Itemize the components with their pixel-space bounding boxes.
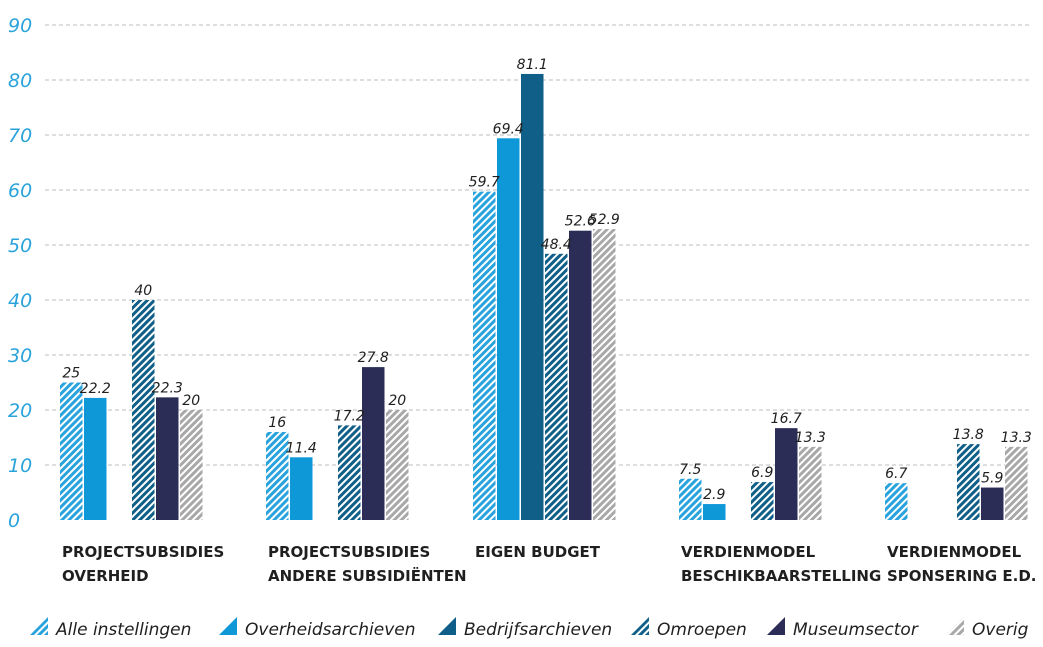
bar bbox=[981, 487, 1004, 520]
data-label: 6.9 bbox=[751, 465, 773, 481]
bar bbox=[799, 446, 822, 520]
category-label: PROJECTSUBSIDIES bbox=[268, 543, 430, 561]
y-axis-ticks: 0 10 20 30 40 50 60 70 80 90 bbox=[8, 15, 32, 532]
data-label: 13.8 bbox=[953, 427, 984, 443]
data-label: 59.7 bbox=[469, 175, 500, 191]
bar bbox=[156, 397, 179, 520]
data-label: 52.6 bbox=[565, 214, 596, 230]
bar bbox=[60, 382, 83, 520]
legend-label: Bedrijfsarchieven bbox=[464, 620, 612, 640]
legend-label: Overig bbox=[972, 620, 1029, 640]
legend-swatch bbox=[946, 617, 964, 635]
legend-label: Overheidsarchieven bbox=[245, 620, 416, 640]
bar bbox=[84, 397, 107, 520]
data-label: 5.9 bbox=[981, 471, 1003, 487]
bar bbox=[497, 138, 520, 521]
y-tick-label: 30 bbox=[8, 345, 32, 367]
bar bbox=[775, 428, 798, 520]
data-label: 69.4 bbox=[493, 121, 524, 137]
bar bbox=[569, 230, 592, 520]
bar bbox=[290, 457, 313, 520]
data-label: 25 bbox=[62, 366, 80, 382]
y-tick-label: 60 bbox=[8, 180, 32, 202]
y-tick-label: 70 bbox=[8, 125, 32, 147]
bars bbox=[60, 73, 1028, 521]
bar bbox=[338, 425, 361, 520]
legend-label: Museumsector bbox=[793, 620, 919, 640]
legend-item: Alle instellingen bbox=[30, 617, 191, 640]
data-label: 22.2 bbox=[80, 381, 111, 397]
legend: Alle instellingen Overheidsarchieven Bedri… bbox=[30, 617, 1029, 640]
category-label: PROJECTSUBSIDIES bbox=[62, 543, 224, 561]
data-label: 16 bbox=[268, 415, 286, 431]
category-label: OVERHEID bbox=[62, 567, 149, 585]
data-label: 13.3 bbox=[795, 430, 826, 446]
y-tick-label: 40 bbox=[8, 290, 32, 312]
data-label: 2.9 bbox=[703, 487, 725, 503]
data-label: 81.1 bbox=[517, 57, 548, 73]
data-label: 20 bbox=[182, 393, 200, 409]
category-label: ANDERE SUBSIDIËNTEN bbox=[268, 566, 467, 585]
y-tick-label: 80 bbox=[8, 70, 32, 92]
category-labels: PROJECTSUBSIDIES OVERHEID PROJECTSUBSIDIES… bbox=[62, 543, 1036, 585]
legend-item: Bedrijfsarchieven bbox=[438, 617, 612, 640]
y-tick-label: 10 bbox=[8, 455, 32, 477]
category-label: VERDIENMODEL bbox=[887, 543, 1022, 561]
legend-swatch bbox=[30, 617, 48, 635]
category-label: BESCHIKBAARSTELLING bbox=[681, 567, 881, 585]
legend-item: Museumsector bbox=[767, 617, 919, 640]
data-label: 16.7 bbox=[771, 411, 802, 427]
y-tick-label: 20 bbox=[8, 400, 32, 422]
data-label: 27.8 bbox=[358, 350, 389, 366]
bar bbox=[885, 483, 908, 520]
data-label: 11.4 bbox=[286, 440, 317, 456]
data-label: 13.3 bbox=[1001, 430, 1032, 446]
data-labels: 2522.24022.3201611.417.227.82059.769.481… bbox=[62, 57, 1032, 503]
legend-swatch bbox=[767, 617, 785, 635]
data-label: 52.9 bbox=[589, 212, 620, 228]
data-label: 40 bbox=[134, 283, 152, 299]
bar bbox=[593, 229, 616, 521]
bar bbox=[521, 73, 544, 520]
legend-swatch bbox=[438, 617, 456, 635]
data-label: 20 bbox=[388, 393, 406, 409]
bar bbox=[362, 367, 385, 520]
legend-item: Overheidsarchieven bbox=[219, 617, 416, 640]
legend-swatch bbox=[631, 617, 649, 635]
y-tick-label: 0 bbox=[8, 510, 20, 532]
data-label: 48.4 bbox=[541, 237, 572, 253]
bar bbox=[473, 191, 496, 520]
bar bbox=[751, 482, 774, 520]
data-label: 6.7 bbox=[885, 466, 907, 482]
legend-item: Overig bbox=[946, 617, 1029, 640]
data-label: 22.3 bbox=[152, 380, 183, 396]
category-label: EIGEN BUDGET bbox=[475, 543, 601, 561]
legend-label: Alle instellingen bbox=[55, 620, 191, 640]
bar bbox=[957, 444, 980, 520]
bar bbox=[132, 300, 155, 520]
legend-label: Omroepen bbox=[657, 620, 747, 640]
y-tick-label: 50 bbox=[8, 235, 32, 257]
bar bbox=[1005, 446, 1028, 520]
bar bbox=[679, 478, 702, 520]
data-label: 7.5 bbox=[679, 462, 701, 478]
bar bbox=[545, 253, 568, 521]
data-label: 17.2 bbox=[334, 408, 365, 424]
bar bbox=[703, 504, 726, 520]
category-label: VERDIENMODEL bbox=[681, 543, 816, 561]
category-label: SPONSERING E.D. bbox=[887, 567, 1036, 585]
bar bbox=[266, 432, 289, 520]
legend-swatch bbox=[219, 617, 237, 635]
y-tick-label: 90 bbox=[8, 15, 32, 37]
legend-item: Omroepen bbox=[631, 617, 747, 640]
bar bbox=[180, 410, 203, 520]
bar bbox=[386, 410, 409, 520]
